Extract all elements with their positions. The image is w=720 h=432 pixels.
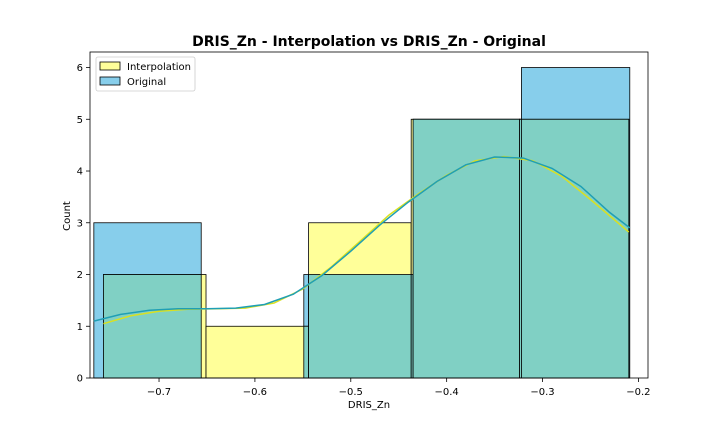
chart-title: DRIS_Zn - Interpolation vs DRIS_Zn - Ori…	[192, 34, 546, 50]
legend: Interpolation Original	[95, 56, 196, 92]
y-tick-label: 6	[77, 63, 83, 74]
x-tick-label: −0.2	[626, 387, 650, 398]
legend-box	[95, 56, 196, 92]
y-tick-label: 1	[77, 322, 83, 333]
plot-area: −0.7 −0.6 −0.5 −0.4 −0.3 −0.2 0 1 2 3 4 5 6	[77, 51, 651, 398]
y-tick-label: 0	[77, 374, 83, 385]
x-tick-label: −0.4	[435, 387, 459, 398]
bar-overlap-1-2	[303, 325, 309, 379]
legend-swatch-original	[99, 76, 121, 86]
bar-overlap-0-0	[103, 274, 202, 379]
legend-swatch-interpolation	[99, 61, 121, 71]
legend-label-original: Original	[127, 77, 166, 88]
legend-label-interpolation: Interpolation	[127, 62, 191, 73]
x-tick-label: −0.6	[243, 387, 267, 398]
x-tick-label: −0.7	[147, 387, 171, 398]
bar-overlap-4-4	[521, 118, 630, 379]
kde-line-original	[93, 156, 631, 322]
x-tick-label: −0.5	[339, 387, 363, 398]
y-tick-label: 5	[77, 115, 83, 126]
x-axis-label: DRIS_Zn	[348, 400, 390, 411]
overlap-group	[103, 118, 630, 379]
y-tick-label: 3	[77, 218, 83, 229]
x-tick-label: −0.3	[530, 387, 554, 398]
y-tick-label: 2	[77, 270, 83, 281]
bar-interpolation-1	[205, 325, 309, 379]
bar-overlap-3-3	[412, 118, 520, 379]
plot-frame	[89, 51, 649, 379]
y-tick-label: 4	[77, 167, 83, 178]
bar-overlap-2-2	[308, 274, 412, 379]
y-axis-label: Count	[62, 201, 73, 231]
